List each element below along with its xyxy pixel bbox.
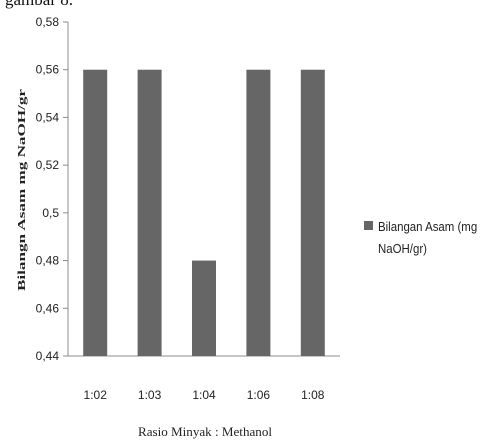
y-tick-label: 0,56 — [36, 63, 60, 77]
y-tick-label: 0,46 — [36, 301, 60, 315]
y-tick-label: 0,48 — [36, 254, 60, 268]
bar-1:04 — [192, 260, 216, 356]
bar-series — [83, 69, 325, 356]
bar-1:02 — [83, 69, 108, 356]
bar-1:06 — [246, 69, 271, 356]
x-axis-title: Rasio Minyak : Methanol — [138, 424, 272, 439]
legend-label: Bilangan Asam (mg NaOH/gr) — [378, 219, 478, 256]
x-tick-label: 1:02 — [84, 388, 108, 402]
y-tick-label: 0,5 — [42, 206, 59, 220]
x-axis-labels: 1:02 1:03 1:04 1:06 1:08 — [84, 388, 325, 402]
x-tick-label: 1:03 — [138, 388, 162, 402]
x-tick-label: 1:06 — [247, 388, 271, 402]
y-axis-ticks: 0,44 0,46 0,48 0,5 0,52 0,54 0,56 0,58 — [36, 15, 68, 363]
x-tick-label: 1:04 — [192, 388, 216, 402]
legend-swatch — [364, 221, 373, 230]
page-text-fragment: gambar 8. — [5, 0, 205, 14]
y-tick-label: 0,58 — [36, 15, 60, 29]
x-tick-label: 1:08 — [301, 388, 325, 402]
y-tick-label: 0,54 — [36, 110, 60, 124]
y-tick-label: 0,44 — [36, 349, 60, 363]
bar-1:08 — [300, 69, 325, 356]
y-axis-title: Bilangn Asam mg NaOH/gr — [16, 89, 28, 291]
bar-1:03 — [137, 69, 162, 356]
y-tick-label: 0,52 — [36, 158, 60, 172]
